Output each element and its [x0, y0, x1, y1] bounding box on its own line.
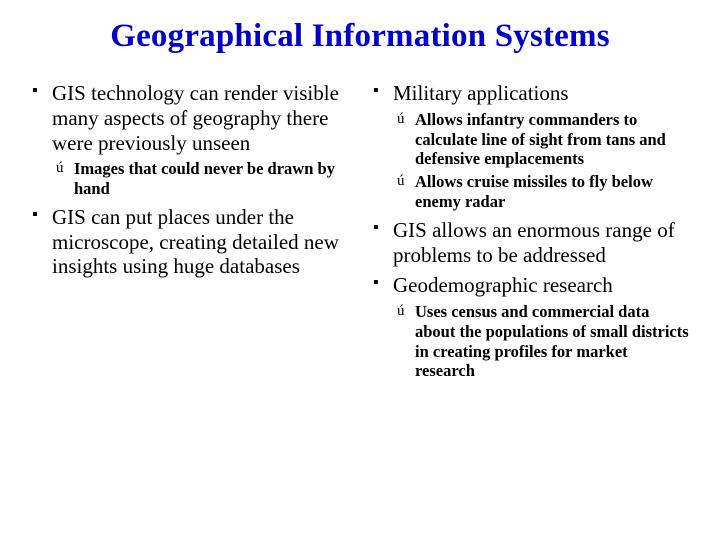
list-item-text: Military applications	[393, 81, 569, 105]
list-item: Geodemographic research Uses census and …	[371, 273, 690, 381]
slide-title: Geographical Information Systems	[30, 18, 690, 55]
list-item-text: GIS can put places under the microscope,…	[52, 205, 339, 279]
sub-list: Allows infantry commanders to calculate …	[393, 110, 690, 212]
list-item-text: GIS allows an enormous range of problems…	[393, 218, 675, 267]
list-item-text: GIS technology can render visible many a…	[52, 81, 339, 155]
list-item: GIS can put places under the microscope,…	[30, 205, 349, 279]
list-item-text: Geodemographic research	[393, 273, 613, 297]
sub-list-item: Uses census and commercial data about th…	[393, 302, 690, 381]
list-item: Military applications Allows infantry co…	[371, 81, 690, 212]
list-item: GIS allows an enormous range of problems…	[371, 218, 690, 268]
sub-list-item: Images that could never be drawn by hand	[52, 159, 349, 199]
sub-list: Images that could never be drawn by hand	[52, 159, 349, 199]
right-list: Military applications Allows infantry co…	[371, 81, 690, 381]
sub-list-item-text: Allows infantry commanders to calculate …	[415, 110, 666, 169]
sub-list: Uses census and commercial data about th…	[393, 302, 690, 381]
left-column: GIS technology can render visible many a…	[30, 81, 349, 387]
sub-list-item-text: Images that could never be drawn by hand	[74, 159, 335, 198]
sub-list-item: Allows infantry commanders to calculate …	[393, 110, 690, 169]
sub-list-item-text: Uses census and commercial data about th…	[415, 302, 689, 380]
sub-list-item: Allows cruise missiles to fly below enem…	[393, 172, 690, 212]
list-item: GIS technology can render visible many a…	[30, 81, 349, 199]
right-column: Military applications Allows infantry co…	[371, 81, 690, 387]
left-list: GIS technology can render visible many a…	[30, 81, 349, 279]
content-columns: GIS technology can render visible many a…	[30, 81, 690, 387]
sub-list-item-text: Allows cruise missiles to fly below enem…	[415, 172, 653, 211]
